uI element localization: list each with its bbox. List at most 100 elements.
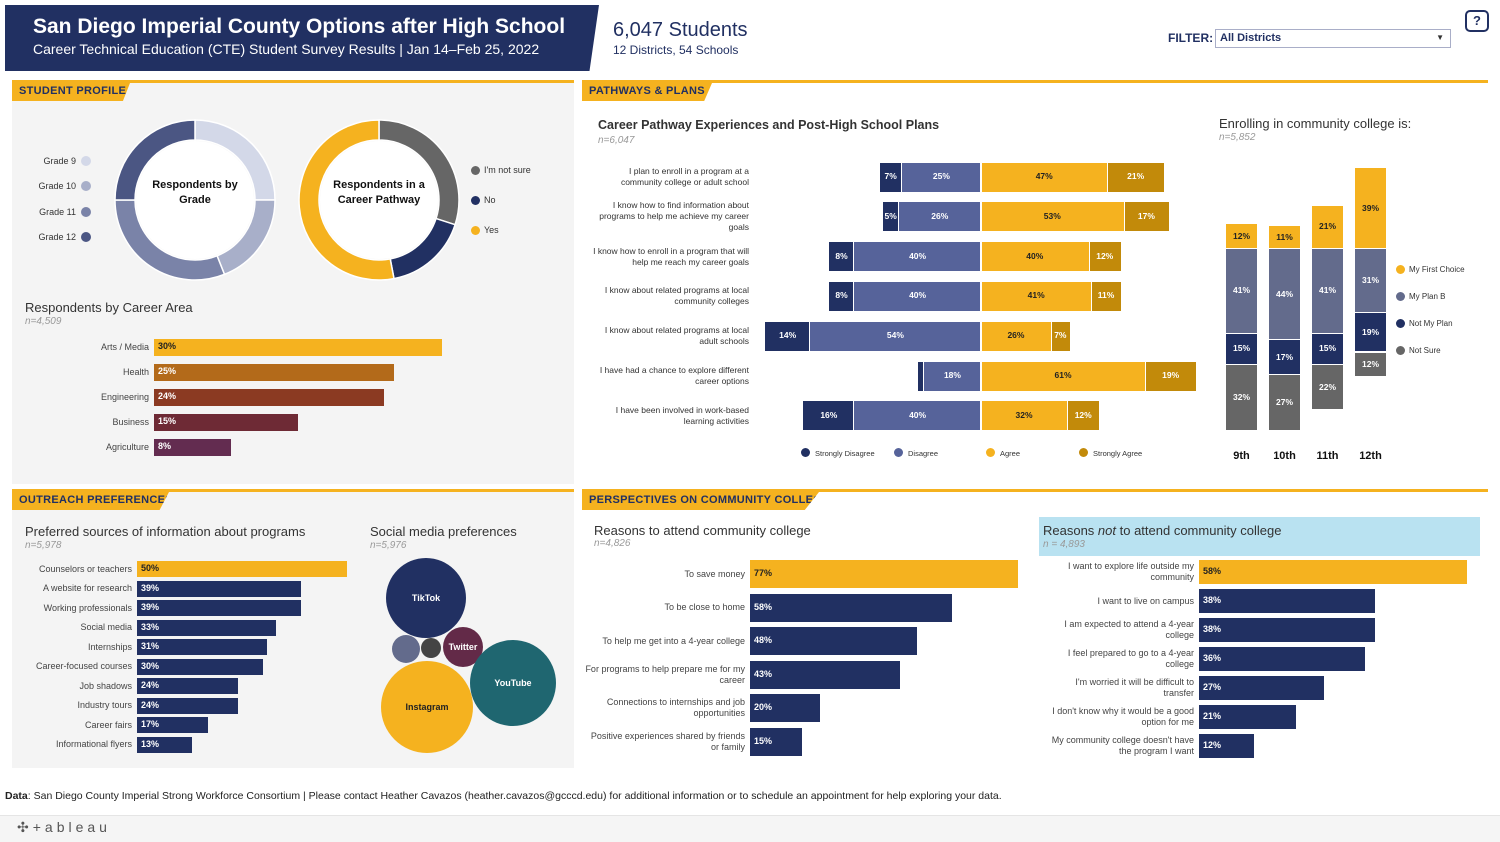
bar-segment[interactable] bbox=[1269, 340, 1300, 375]
bar-segment[interactable] bbox=[982, 202, 1124, 232]
help-icon[interactable]: ? bbox=[1465, 10, 1489, 32]
bar[interactable] bbox=[137, 658, 263, 675]
bar-segment[interactable] bbox=[765, 321, 809, 351]
bar[interactable] bbox=[750, 627, 918, 656]
bar-segment[interactable] bbox=[1312, 249, 1343, 333]
bar-segment[interactable] bbox=[854, 281, 980, 311]
bar-segment[interactable] bbox=[982, 162, 1108, 192]
bar-value: 58% bbox=[1203, 566, 1222, 576]
bar-segment[interactable] bbox=[1269, 249, 1300, 340]
bar-segment[interactable] bbox=[1068, 401, 1100, 431]
chart-title: Reasons not to attend community college bbox=[1043, 523, 1281, 538]
bar-segment[interactable] bbox=[1108, 162, 1164, 192]
tableau-logo[interactable]: ✣+ableau bbox=[17, 819, 111, 835]
bar[interactable] bbox=[1199, 647, 1366, 671]
bar[interactable] bbox=[1199, 705, 1297, 729]
bar-segment[interactable] bbox=[882, 202, 898, 232]
bar[interactable] bbox=[137, 736, 192, 753]
bar-segment[interactable] bbox=[1089, 242, 1121, 272]
bar-value: 19% bbox=[1162, 370, 1180, 380]
bar-segment[interactable] bbox=[1269, 375, 1300, 431]
outreach-tab: OUTREACH PREFERENCES bbox=[12, 492, 169, 510]
bar[interactable] bbox=[1199, 560, 1467, 584]
bubble-youtube[interactable]: YouTube bbox=[470, 640, 556, 726]
bar-segment[interactable] bbox=[828, 242, 854, 272]
bar[interactable] bbox=[1199, 676, 1324, 700]
donut-slice[interactable] bbox=[114, 119, 196, 201]
bar-segment[interactable] bbox=[923, 361, 980, 391]
bar-segment[interactable] bbox=[982, 281, 1092, 311]
bar[interactable] bbox=[137, 639, 268, 655]
district-count: 12 Districts, 54 Schools bbox=[613, 43, 739, 57]
bar-segment[interactable] bbox=[1146, 361, 1197, 391]
bar-segment[interactable] bbox=[1355, 313, 1386, 352]
bar-segment[interactable] bbox=[1226, 224, 1257, 248]
bar-value: 15% bbox=[1318, 343, 1336, 354]
bar[interactable] bbox=[154, 413, 298, 431]
bar[interactable] bbox=[137, 619, 276, 636]
bar-segment[interactable] bbox=[828, 281, 854, 311]
donut-slice[interactable] bbox=[298, 119, 395, 281]
bar[interactable] bbox=[750, 593, 952, 622]
bar-segment[interactable] bbox=[917, 361, 923, 391]
bar[interactable] bbox=[750, 660, 900, 689]
bar[interactable] bbox=[1199, 618, 1375, 642]
bar-segment[interactable] bbox=[1269, 226, 1300, 248]
bar[interactable] bbox=[154, 363, 394, 381]
legend-label: My First Choice bbox=[1409, 265, 1465, 274]
bar-label: Health bbox=[122, 366, 149, 377]
bar[interactable] bbox=[154, 338, 442, 356]
bar[interactable] bbox=[137, 580, 301, 597]
bubble-other[interactable] bbox=[421, 638, 441, 658]
bubble-other[interactable] bbox=[392, 635, 420, 663]
bar-value: 77% bbox=[754, 568, 773, 578]
bar-segment[interactable] bbox=[1312, 333, 1343, 364]
bar-segment[interactable] bbox=[1092, 281, 1121, 311]
bar-segment[interactable] bbox=[1355, 352, 1386, 377]
bar-segment[interactable] bbox=[1312, 364, 1343, 410]
bar-value: 7% bbox=[1054, 330, 1067, 341]
bar-segment[interactable] bbox=[982, 401, 1068, 431]
bar-segment[interactable] bbox=[879, 162, 901, 192]
bar-label: Internships bbox=[87, 641, 132, 652]
bar[interactable] bbox=[1199, 589, 1375, 613]
bar-segment[interactable] bbox=[1226, 249, 1257, 333]
bar-segment[interactable] bbox=[982, 321, 1051, 351]
bar[interactable] bbox=[1199, 734, 1255, 758]
legend-dot bbox=[81, 181, 91, 191]
bar-segment[interactable] bbox=[898, 202, 980, 232]
bar-segment[interactable] bbox=[803, 401, 854, 431]
bar[interactable] bbox=[137, 561, 347, 577]
bar-segment[interactable] bbox=[854, 242, 980, 272]
bar-segment[interactable] bbox=[901, 162, 980, 192]
bar[interactable] bbox=[154, 388, 385, 406]
bar-segment[interactable] bbox=[1051, 321, 1070, 351]
legend-dot bbox=[1396, 292, 1405, 301]
bar[interactable] bbox=[750, 560, 1018, 588]
bar-segment[interactable] bbox=[1124, 202, 1170, 232]
bar[interactable] bbox=[137, 600, 301, 616]
bar[interactable] bbox=[750, 728, 803, 756]
bar[interactable] bbox=[137, 717, 209, 733]
bar[interactable] bbox=[154, 438, 231, 456]
bar-segment[interactable] bbox=[809, 321, 980, 351]
bar-segment[interactable] bbox=[1312, 205, 1343, 248]
bar-segment[interactable] bbox=[1226, 333, 1257, 364]
bar[interactable] bbox=[750, 694, 820, 723]
bar[interactable] bbox=[137, 697, 238, 714]
bar-segment[interactable] bbox=[982, 361, 1146, 391]
bubble-instagram[interactable]: Instagram bbox=[381, 661, 473, 753]
district-filter-dropdown[interactable]: All Districts ▼ bbox=[1215, 29, 1451, 48]
bar-segment[interactable] bbox=[982, 242, 1089, 272]
pathways-tab: PATHWAYS & PLANS bbox=[582, 83, 712, 101]
bar-segment[interactable] bbox=[1226, 364, 1257, 431]
bar-value: 7% bbox=[884, 171, 897, 181]
category-label: 11th bbox=[1316, 450, 1339, 462]
bar-segment[interactable] bbox=[854, 401, 980, 431]
legend-dot bbox=[894, 448, 903, 457]
bar-segment[interactable] bbox=[1355, 168, 1386, 248]
bar-segment[interactable] bbox=[1355, 249, 1386, 313]
bar-label: Agriculture bbox=[105, 441, 149, 452]
bubble-tiktok[interactable]: TikTok bbox=[386, 558, 466, 638]
bar[interactable] bbox=[137, 678, 238, 694]
